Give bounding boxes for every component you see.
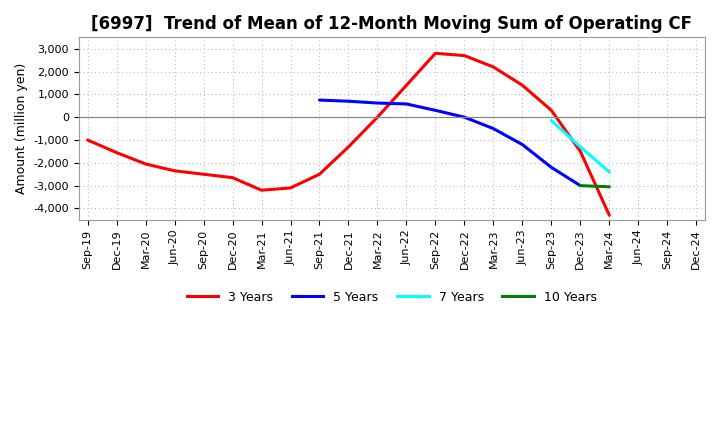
3 Years [286,185,294,191]
Line: 10 Years: 10 Years [580,186,609,187]
7 Years [547,118,556,123]
3 Years [344,144,353,150]
3 Years [547,108,556,113]
5 Years [489,126,498,131]
3 Years [402,83,411,88]
3 Years [518,83,527,88]
5 Years [431,108,440,113]
10 Years [605,184,613,190]
Y-axis label: Amount (million yen): Amount (million yen) [15,63,28,194]
3 Years [489,64,498,70]
5 Years [315,97,324,103]
5 Years [373,100,382,106]
5 Years [402,101,411,106]
5 Years [460,114,469,120]
Title: [6997]  Trend of Mean of 12-Month Moving Sum of Operating CF: [6997] Trend of Mean of 12-Month Moving … [91,15,693,33]
3 Years [228,175,237,180]
3 Years [373,114,382,120]
3 Years [460,53,469,58]
Legend: 3 Years, 5 Years, 7 Years, 10 Years: 3 Years, 5 Years, 7 Years, 10 Years [182,286,602,308]
3 Years [112,150,121,155]
3 Years [84,137,92,143]
Line: 5 Years: 5 Years [320,100,580,186]
10 Years [576,183,585,188]
5 Years [344,99,353,104]
3 Years [605,213,613,218]
Line: 7 Years: 7 Years [552,121,609,172]
3 Years [576,149,585,154]
3 Years [315,172,324,177]
3 Years [257,187,266,193]
7 Years [605,169,613,175]
3 Years [431,51,440,56]
5 Years [547,165,556,170]
7 Years [576,144,585,150]
5 Years [518,142,527,147]
Line: 3 Years: 3 Years [88,53,609,215]
3 Years [141,161,150,167]
3 Years [170,168,179,173]
5 Years [576,183,585,188]
3 Years [199,172,208,177]
